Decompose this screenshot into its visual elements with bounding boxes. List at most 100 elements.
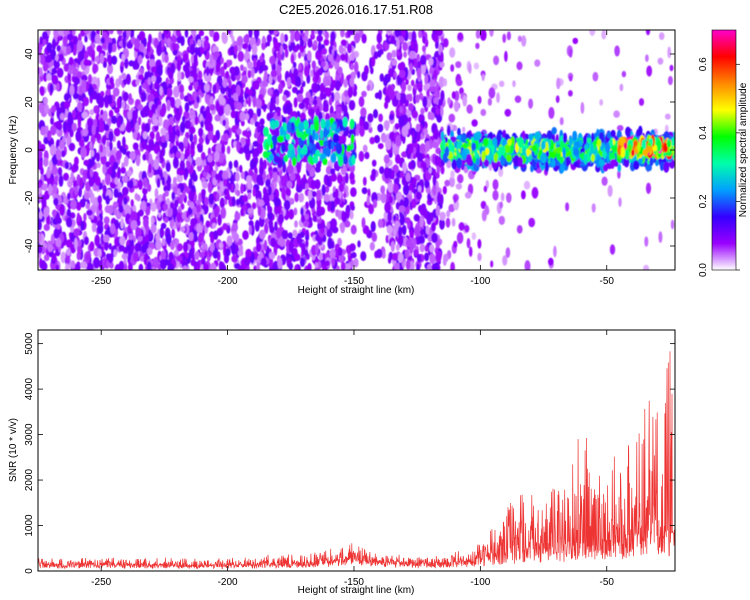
spectrogram-cell: [386, 225, 393, 234]
spectrogram-cell: [60, 150, 66, 158]
spectrogram-cell: [358, 96, 365, 108]
spectrogram-cell: [523, 180, 531, 190]
spectrogram-cell: [321, 47, 328, 55]
spectrogram-cell: [204, 250, 208, 257]
spectrogram-cell: [269, 102, 276, 111]
spectrogram-cell: [39, 36, 43, 45]
spectrogram-cell: [411, 182, 417, 189]
spectrogram-cell: [178, 141, 184, 150]
spectrogram-cell: [350, 134, 355, 144]
spectrogram-cell: [307, 189, 313, 201]
spectrogram-cell: [449, 176, 455, 188]
spectrogram-cell: [404, 249, 410, 259]
spectrogram-cell: [383, 211, 388, 221]
spectrogram-cell: [167, 263, 175, 270]
spectrogram-cell: [176, 255, 183, 262]
spectrogram-cell: [99, 117, 104, 130]
spectrogram-cell: [107, 94, 113, 105]
spectrogram-cell: [128, 60, 135, 67]
spectrogram-cell: [59, 139, 65, 150]
spectrogram-cell: [55, 120, 62, 130]
spectrogram-cell: [556, 77, 561, 90]
spectrogram-cell: [201, 188, 206, 201]
spectrogram-cell: [440, 51, 444, 63]
spectrogram-cell: [568, 75, 573, 82]
spectrogram-cell: [199, 251, 205, 259]
spectrogram-cell: [153, 118, 159, 126]
spectrogram-cell: [444, 179, 451, 187]
spectrogram-cell: [406, 144, 411, 151]
spectrogram-cell: [43, 72, 47, 79]
spectrogram-cell: [246, 175, 253, 184]
spectrogram-cell: [122, 37, 127, 49]
spectrogram-cell: [66, 33, 74, 41]
spectrogram-cell: [56, 82, 60, 92]
spectrogram-cell: [319, 91, 324, 101]
spectrogram-cell: [322, 265, 326, 270]
spectrogram-cell: [324, 260, 330, 267]
spectrogram-cell: [393, 71, 397, 78]
spectrogram-cell: [221, 32, 228, 44]
spectrogram-cell: [462, 95, 468, 107]
spectrogram-cell: [625, 126, 631, 137]
spectrogram-cell: [184, 102, 190, 113]
spectrogram-cell: [343, 220, 351, 228]
spectrogram-cell: [86, 117, 94, 128]
spectrogram-cell: [257, 199, 265, 207]
spectrogram-cell: [53, 228, 59, 238]
spectrogram-cell: [248, 225, 252, 235]
spectrogram-cell: [450, 261, 455, 270]
spectrogram-cell: [397, 235, 404, 246]
spectrogram-cell: [349, 77, 355, 87]
spectrogram-cell: [168, 116, 175, 126]
spectrogram-cell: [659, 161, 665, 172]
spectrogram-cell: [295, 32, 301, 41]
spectrogram-cell: [102, 164, 107, 175]
spectrogram-cell: [221, 144, 226, 154]
spectrogram-cell: [102, 41, 107, 50]
spectrogram-cell: [43, 157, 49, 167]
spectrogram-cell: [457, 174, 464, 184]
spectrogram-cell: [114, 107, 120, 114]
spectrogram-cell: [644, 236, 649, 247]
spectrogram-cell: [429, 253, 436, 265]
spectrogram-cell: [340, 261, 346, 270]
spectrogram-cell: [188, 76, 194, 83]
spectrogram-cell: [70, 171, 74, 182]
spectrogram-cell: [222, 170, 229, 181]
spectrogram-cell: [428, 57, 434, 66]
spectrogram-cell: [197, 70, 203, 81]
spectrogram-cell: [646, 65, 653, 77]
spectrogram-cell: [149, 131, 155, 141]
spectrogram-cell: [213, 206, 219, 218]
spectrogram-cell: [55, 54, 59, 61]
spectrogram-cell: [377, 123, 384, 133]
spectrogram-cell: [450, 170, 455, 179]
spectrogram-cell: [200, 151, 206, 161]
spectrogram-cell: [236, 140, 241, 153]
spectrogram-cell: [226, 145, 231, 155]
spectrogram-cell: [290, 53, 295, 64]
spectrogram-cell: [361, 187, 368, 195]
spectrogram-cell: [89, 241, 95, 252]
spectrogram-cell: [126, 170, 132, 177]
spectrogram-cell: [304, 53, 308, 63]
spectrogram-cell: [177, 70, 182, 82]
spectrogram-cell: [158, 31, 163, 41]
spectrogram-cell: [119, 236, 126, 246]
spectrogram-cell: [367, 113, 374, 123]
spectrogram-cell: [87, 45, 94, 57]
spectrogram-cell: [433, 128, 439, 140]
spectrogram-cell: [343, 78, 348, 88]
spectrogram-cell: [223, 188, 228, 196]
spectrogram-cell: [315, 160, 322, 170]
spectrogram-cell: [43, 206, 50, 217]
spectrogram-cell: [435, 252, 442, 263]
spectrogram-cell: [231, 35, 235, 43]
spectrogram-cell: [174, 199, 179, 209]
spectrogram-cell: [225, 70, 230, 79]
spectrogram-cell: [62, 35, 68, 47]
spectrogram-cell: [434, 194, 438, 205]
spectrogram-cell: [137, 55, 143, 65]
spectrogram-cell: [343, 192, 347, 199]
